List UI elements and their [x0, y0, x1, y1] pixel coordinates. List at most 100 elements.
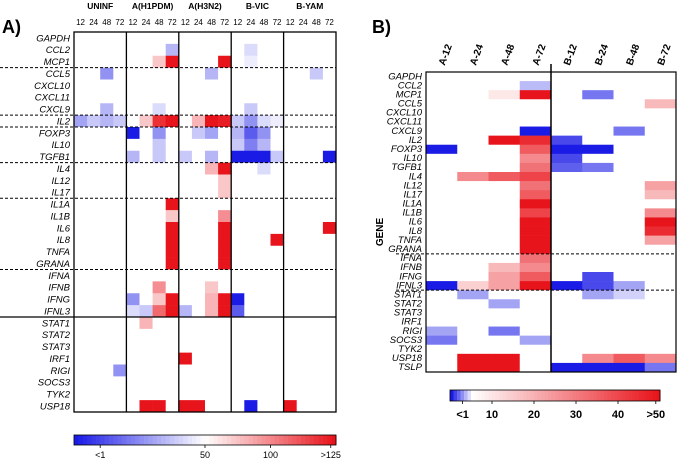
heatmap-cell: [488, 199, 521, 209]
heatmap-cell: [74, 127, 88, 140]
heatmap-cell: [257, 115, 271, 128]
heatmap-cell: [613, 308, 646, 318]
heatmap-cell: [218, 233, 232, 247]
heatmap-cell: [178, 67, 193, 80]
heatmap-cell: [270, 55, 284, 68]
heatmap-cell: [296, 269, 311, 282]
gene-label: CXCL9: [39, 105, 70, 116]
heatmap-cell: [244, 400, 258, 413]
gene-label: CCL2: [398, 80, 423, 91]
heatmap-cell: [257, 388, 271, 401]
heatmap-cell: [283, 210, 297, 223]
heatmap-cell: [113, 222, 127, 235]
heatmap-cell: [283, 245, 297, 258]
colorbar-step: [534, 390, 538, 401]
heatmap-cell: [551, 235, 583, 246]
heatmap-cell: [87, 186, 101, 199]
colorbar-step: [74, 435, 79, 445]
heatmap-cell: [87, 269, 101, 282]
heatmap-cell: [257, 257, 271, 270]
heatmap-cell: [488, 344, 521, 355]
heatmap-cell: [178, 245, 193, 258]
heatmap-cell: [309, 150, 324, 163]
heatmap-cell: [74, 210, 88, 223]
heatmap-cell: [488, 217, 521, 227]
heatmap-cell: [426, 262, 458, 273]
heatmap-cell: [322, 364, 337, 377]
heatmap-cell: [296, 32, 311, 45]
heatmap-cell: [100, 138, 114, 152]
panel-b-column-headers: A-12 A-24 A-48 A-72 B-12 B-24 B-48 B-72: [437, 42, 674, 67]
heatmap-cell: [218, 186, 232, 199]
heatmap-cell: [152, 127, 166, 140]
heatmap-cell: [519, 262, 552, 273]
heatmap-cell: [644, 108, 677, 118]
heatmap-cell: [231, 91, 245, 104]
heatmap-cell: [519, 281, 552, 291]
heatmap-cell: [87, 364, 101, 377]
heatmap-cell: [74, 352, 88, 365]
colorbar-step: [562, 390, 566, 401]
heatmap-cell: [178, 55, 193, 68]
heatmap-cell: [257, 317, 271, 330]
heatmap-cell: [126, 222, 140, 235]
heatmap-cell: [205, 55, 219, 68]
heatmap-cell: [87, 103, 101, 116]
colorbar-step: [200, 435, 206, 445]
colorbar-step: [274, 435, 280, 445]
heatmap-cell: [126, 233, 140, 247]
timepoint-tick: 72: [168, 18, 177, 27]
colorbar-step: [322, 435, 328, 445]
colorbar-step: [191, 435, 197, 445]
heatmap-cell: [309, 364, 324, 377]
heatmap-cell: [488, 290, 521, 300]
colorbar-step: [143, 435, 149, 445]
heatmap-cell: [191, 55, 206, 68]
heatmap-cell: [322, 186, 337, 199]
heatmap-cell: [519, 99, 552, 109]
heatmap-cell: [100, 115, 114, 128]
heatmap-cell: [519, 317, 552, 327]
heatmap-cell: [165, 233, 180, 247]
heatmap-cell: [613, 181, 646, 191]
heatmap-cell: [488, 281, 521, 291]
heatmap-cell: [613, 199, 646, 209]
heatmap-cell: [644, 244, 677, 255]
colorbar-step: [82, 435, 88, 445]
colorbar-step: [635, 390, 640, 401]
heatmap-cell: [126, 115, 140, 128]
heatmap-cell: [113, 364, 127, 377]
timepoint-tick: 12: [233, 18, 242, 27]
heatmap-cell: [457, 335, 489, 346]
heatmap-cell: [191, 150, 206, 163]
colorbar-step: [457, 390, 461, 401]
heatmap-cell: [126, 138, 140, 152]
heatmap-cell: [152, 364, 166, 377]
heatmap-cell: [113, 305, 127, 318]
heatmap-cell: [488, 117, 521, 127]
heatmap-cell: [100, 32, 114, 45]
heatmap-cell: [100, 269, 114, 282]
heatmap-cell: [218, 328, 232, 342]
colorbar-step: [226, 435, 232, 445]
heatmap-cell: [257, 210, 271, 223]
heatmap-cell: [582, 308, 614, 318]
heatmap-cell: [322, 162, 337, 175]
colorbar-step: [301, 435, 306, 445]
heatmap-cell: [191, 210, 206, 223]
heatmap-cell: [178, 340, 193, 353]
heatmap-cell: [270, 269, 284, 282]
gene-label: IFNL3: [44, 306, 71, 317]
heatmap-cell: [244, 55, 258, 68]
heatmap-cell: [519, 153, 552, 164]
heatmap-cell: [257, 400, 271, 413]
heatmap-cell: [152, 150, 166, 163]
heatmap-cell: [178, 91, 193, 104]
heatmap-cell: [270, 222, 284, 235]
heatmap-cell: [296, 150, 311, 163]
heatmap-cell: [457, 153, 489, 164]
colorbar-step: [209, 435, 215, 445]
heatmap-cell: [152, 67, 166, 80]
heatmap-cell: [152, 222, 166, 235]
heatmap-cell: [218, 55, 232, 68]
